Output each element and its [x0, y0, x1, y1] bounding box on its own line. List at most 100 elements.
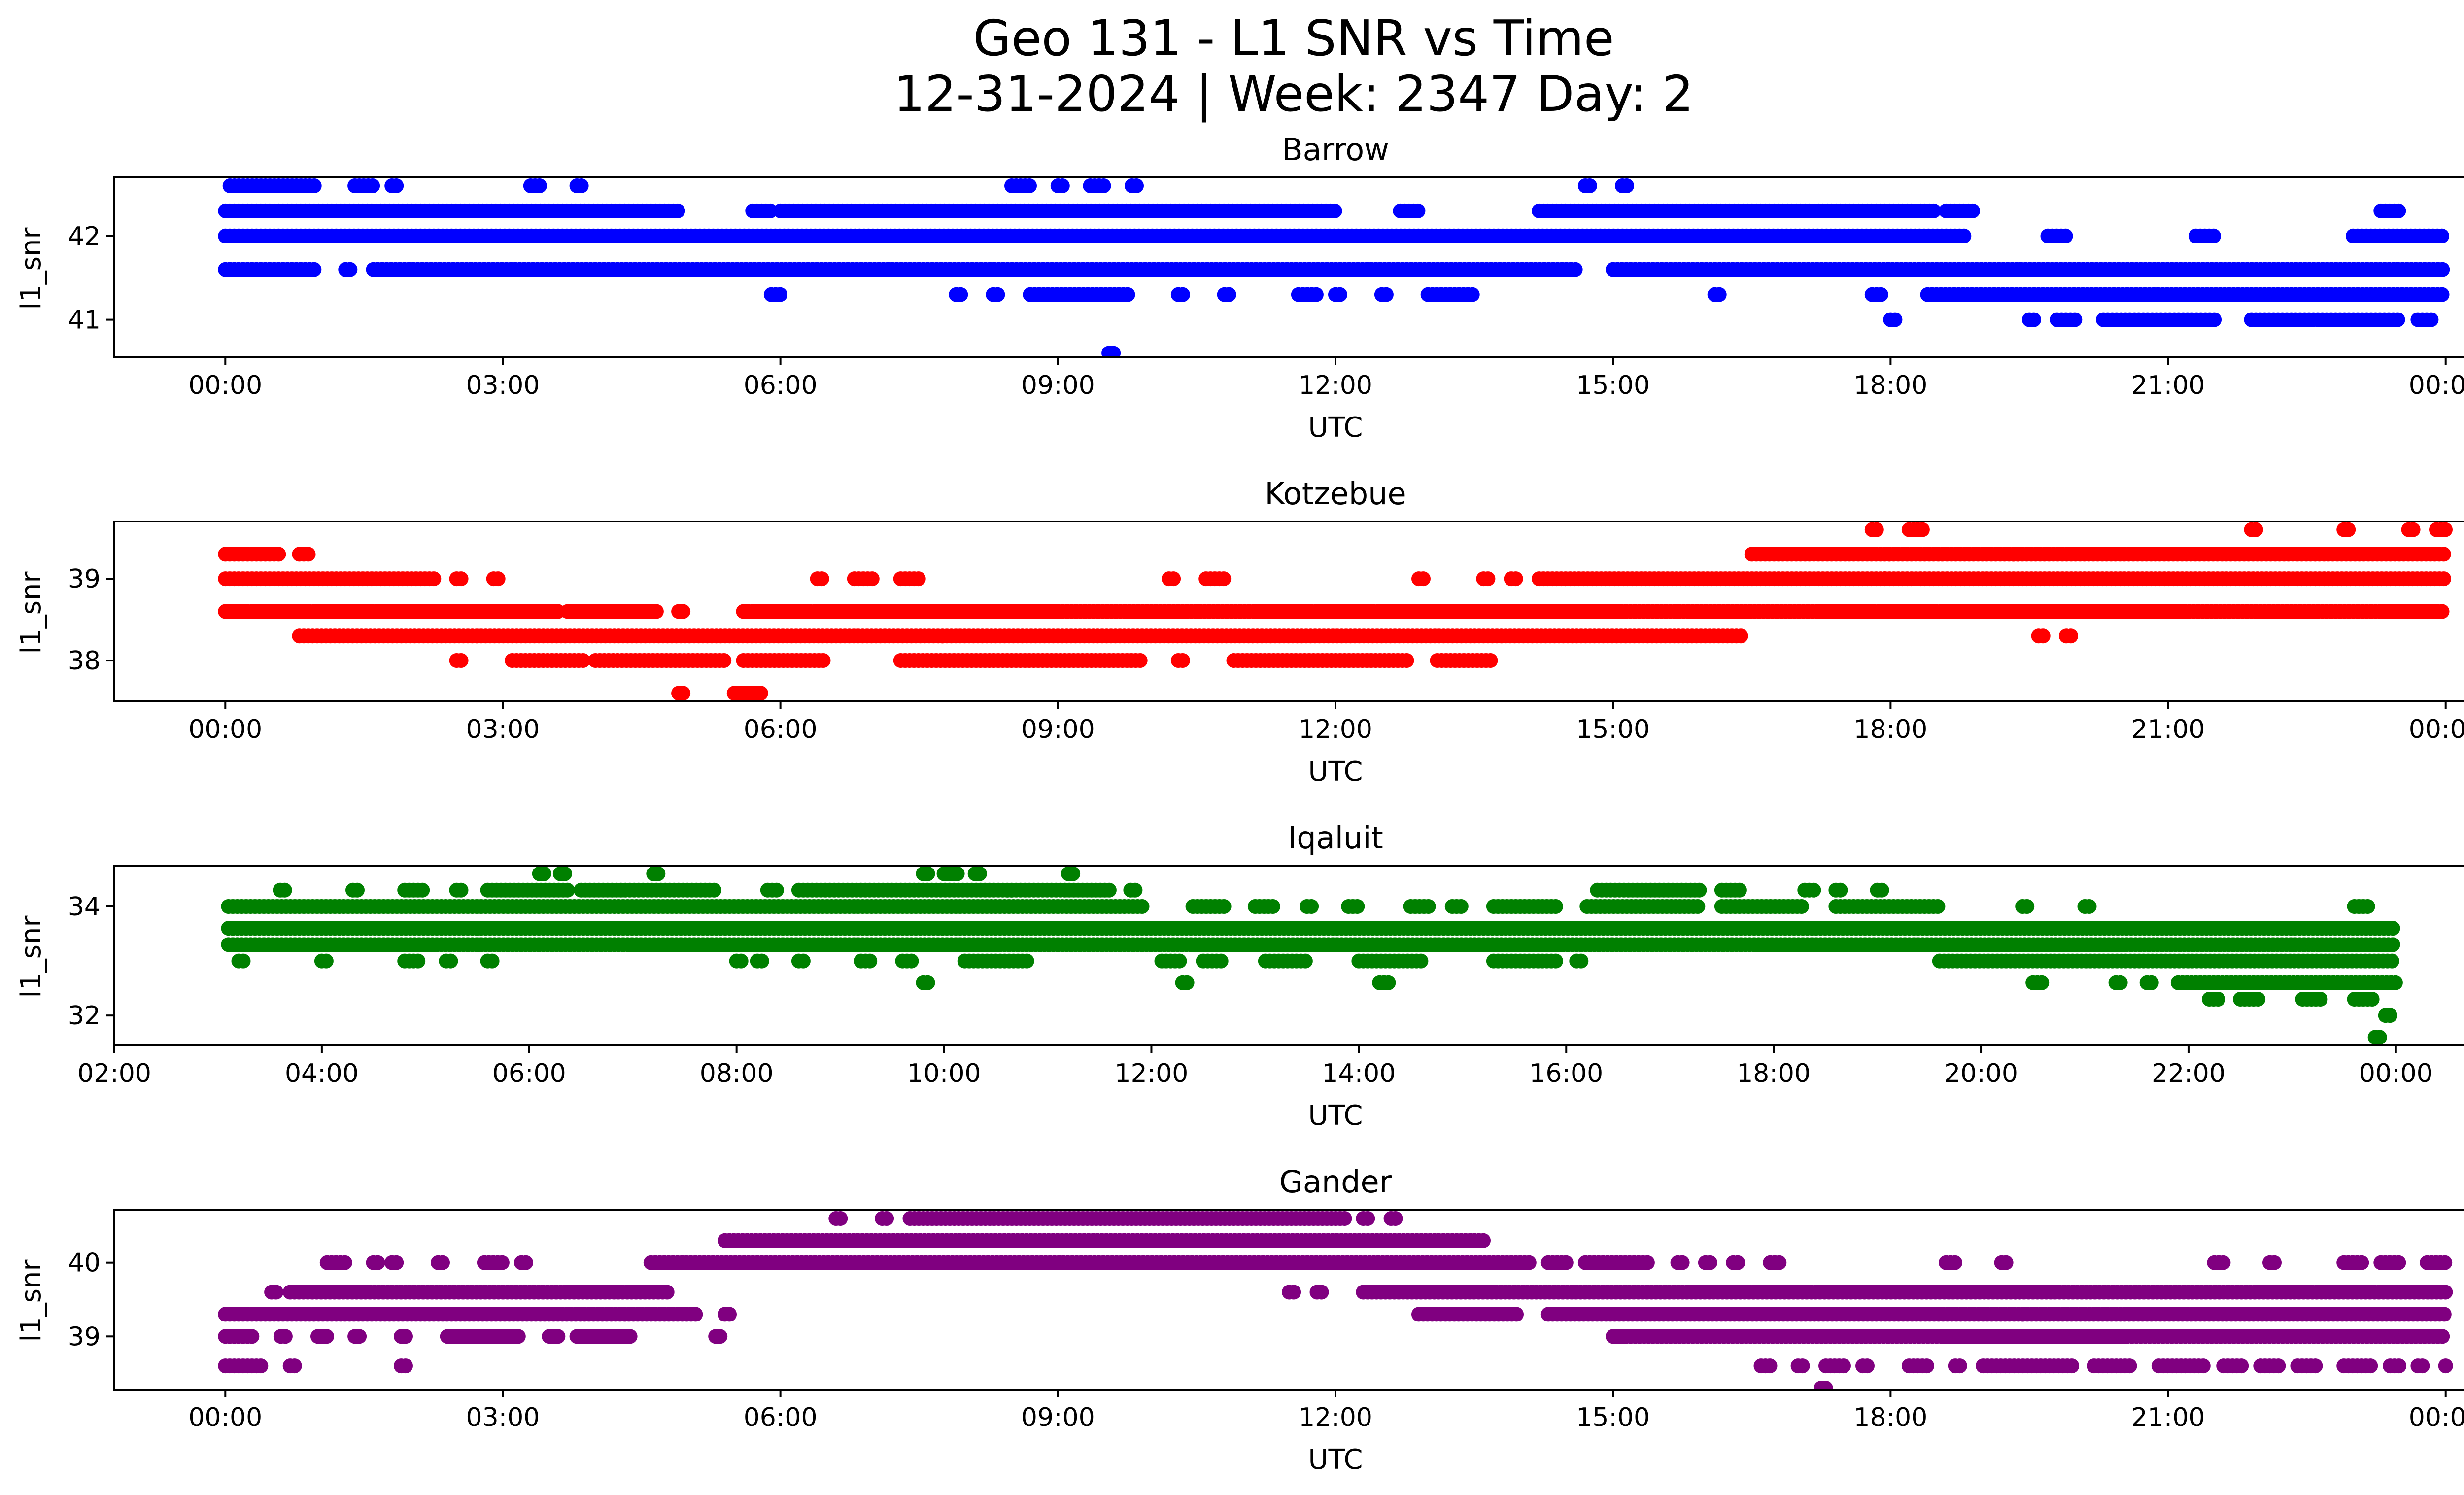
x-tick-label: 18:00	[1737, 1059, 1811, 1088]
panel-title: Kotzebue	[1265, 476, 1406, 512]
snr-level-33	[231, 953, 2399, 969]
x-tick-label: 18:00	[1853, 1403, 1927, 1432]
x-tick-label: 04:00	[285, 1059, 359, 1088]
snr-level-37-6	[671, 686, 768, 701]
x-tick-label: 06:00	[744, 1403, 818, 1432]
snr-level-38	[449, 653, 1498, 668]
x-tick-label: 03:00	[466, 371, 540, 400]
snr-level-38-6	[218, 1358, 2453, 1374]
snr-level-42-6	[222, 178, 1635, 194]
x-tick-label: 00:00	[2409, 715, 2464, 744]
x-tick-label: 09:00	[1021, 1403, 1095, 1432]
x-tick-label: 22:00	[2152, 1059, 2225, 1088]
snr-level-32-3	[2202, 992, 2380, 1007]
x-tick-label: 00:00	[188, 371, 262, 400]
snr-level-32-6	[916, 975, 2403, 990]
x-tick-label: 15:00	[1576, 1403, 1650, 1432]
x-tick-label: 09:00	[1021, 715, 1095, 744]
snr-level-32	[2378, 1008, 2397, 1023]
x-tick-label: 00:00	[188, 715, 262, 744]
snr-level-34-3	[273, 882, 1889, 898]
chart-title: Geo 131 - L1 SNR vs Time	[973, 9, 1614, 67]
x-tick-label: 00:00	[2409, 371, 2464, 400]
snr-level-42-3	[218, 203, 2406, 218]
x-tick-label: 02:00	[77, 1059, 151, 1088]
snr-level-33-3	[221, 937, 2400, 952]
y-axis-label: l1_snr	[15, 915, 47, 998]
x-axis-label: UTC	[1308, 412, 1363, 444]
snr-level-41	[1883, 312, 2439, 327]
y-axis-label: l1_snr	[15, 227, 47, 310]
snr-level-40-6	[828, 1211, 1403, 1226]
axes-frame	[113, 865, 2464, 1046]
x-tick-label: 21:00	[2131, 715, 2205, 744]
x-tick-label: 15:00	[1576, 371, 1650, 400]
snr-level-34-6	[532, 866, 1081, 881]
x-axis-label: UTC	[1308, 1444, 1363, 1476]
scatter-points	[221, 866, 2403, 1045]
panel-title: Iqaluit	[1288, 820, 1383, 856]
scatter-points	[218, 522, 2453, 701]
snr-level-40-6	[1101, 346, 1121, 357]
x-tick-label: 12:00	[1299, 1403, 1372, 1432]
x-tick-label: 16:00	[1529, 1059, 1603, 1088]
snr-level-39-6	[264, 1285, 2453, 1300]
snr-level-40-3	[718, 1233, 1491, 1248]
x-tick-label: 06:00	[744, 371, 818, 400]
y-axis-label: l1_snr	[15, 571, 47, 654]
x-tick-label: 12:00	[1299, 371, 1372, 400]
x-tick-label: 21:00	[2131, 1403, 2205, 1432]
y-tick-label: 34	[68, 892, 101, 922]
snr-level-39-3	[218, 547, 2451, 562]
chart-subtitle: 12-31-2024 | Week: 2347 Day: 2	[893, 65, 1693, 123]
y-tick-label: 41	[68, 306, 101, 335]
x-axis-label: UTC	[1308, 756, 1363, 788]
scatter-points	[218, 178, 2450, 357]
snr-level-42	[218, 228, 2450, 243]
snr-level-39-6	[1864, 522, 2453, 537]
snr-level-39	[218, 1329, 2450, 1344]
x-tick-label: 15:00	[1576, 715, 1650, 744]
x-tick-label: 10:00	[907, 1059, 981, 1088]
x-tick-label: 18:00	[1853, 371, 1927, 400]
snr-level-34	[221, 899, 2375, 914]
x-tick-label: 21:00	[2131, 371, 2205, 400]
x-tick-label: 14:00	[1322, 1059, 1396, 1088]
snr-level-38-3	[292, 628, 2078, 644]
y-tick-label: 38	[68, 646, 101, 676]
x-tick-label: 12:00	[1115, 1059, 1189, 1088]
snr-level-33-6	[221, 921, 2400, 936]
snr-level-38-6	[218, 604, 2450, 619]
panel-title: Gander	[1279, 1164, 1392, 1200]
y-tick-label: 40	[68, 1249, 101, 1278]
panel-gander: Gander l1_snr UTC 00:00 03:00 06:00 09:00 12…	[15, 1164, 2464, 1476]
x-tick-label: 18:00	[1853, 715, 1927, 744]
snr-level-39	[218, 571, 2452, 587]
x-tick-label: 03:00	[466, 1403, 540, 1432]
panel-iqaluit: Iqaluit l1_snr UTC 02:00 04:00 06:00 08:00 1…	[15, 820, 2464, 1132]
snr-level-38-3	[1814, 1381, 1833, 1390]
x-tick-label: 08:00	[700, 1059, 774, 1088]
snr-level-39-3	[218, 1307, 2452, 1322]
x-tick-label: 20:00	[1944, 1059, 2018, 1088]
x-tick-label: 00:00	[2359, 1059, 2433, 1088]
y-axis-label: l1_snr	[15, 1259, 47, 1342]
x-tick-label: 03:00	[466, 715, 540, 744]
y-tick-label: 39	[68, 1322, 101, 1352]
scatter-points	[218, 1211, 2453, 1390]
x-axis-label: UTC	[1308, 1100, 1363, 1132]
panel-kotzebue: Kotzebue l1_snr UTC 00:00 03:00 06:00 09:00…	[15, 476, 2464, 788]
y-tick-label: 32	[68, 1001, 101, 1031]
x-tick-label: 09:00	[1021, 371, 1095, 400]
y-tick-label: 39	[68, 564, 101, 594]
x-tick-label: 12:00	[1299, 715, 1372, 744]
snr-level-41-6	[218, 262, 2450, 277]
x-tick-label: 06:00	[744, 715, 818, 744]
panel-title: Barrow	[1282, 132, 1389, 168]
snr-level-40	[319, 1255, 2453, 1270]
x-tick-label: 06:00	[492, 1059, 566, 1088]
panel-barrow: Barrow l1_snr UTC 00:00 03:00 06:00 09:00 12…	[15, 132, 2464, 444]
x-tick-label: 00:00	[2409, 1403, 2464, 1432]
